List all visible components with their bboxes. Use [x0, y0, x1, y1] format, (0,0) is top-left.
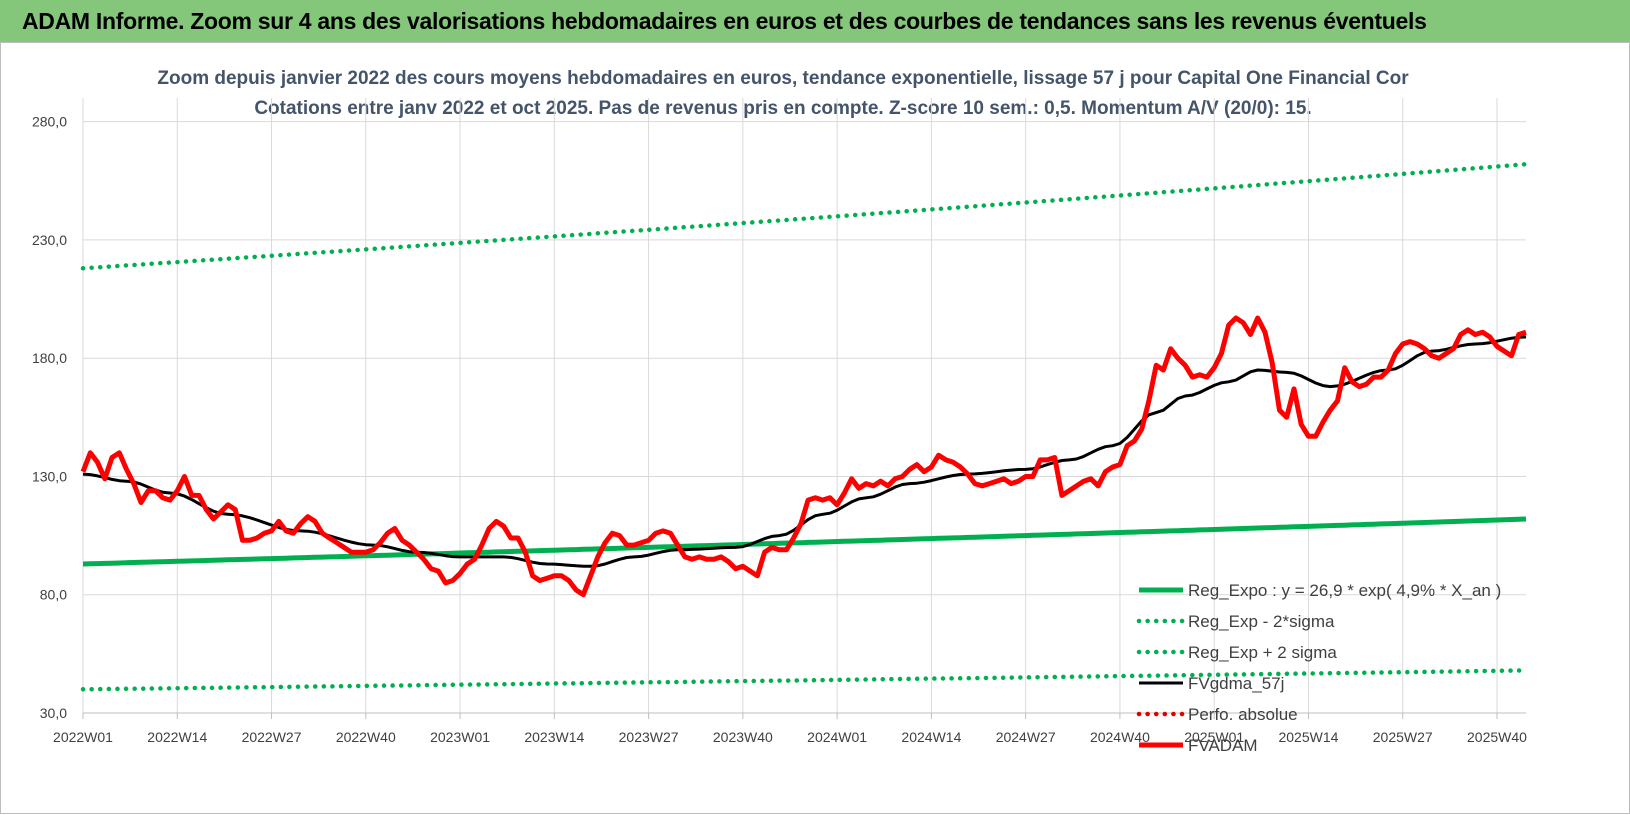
x-tick-label: 2023W14 — [524, 729, 584, 745]
chart-legend: Reg_Expo : y = 26,9 * exp( 4,9% * X_an )… — [1136, 581, 1501, 755]
legend-label: Reg_Exp + 2 sigma — [1188, 643, 1337, 662]
report-title: ADAM Informe. Zoom sur 4 ans des valoris… — [22, 8, 1427, 34]
chart-grid — [82, 98, 1526, 714]
chart-title-line1: Zoom depuis janvier 2022 des cours moyen… — [157, 68, 1409, 89]
chart-frame: Zoom depuis janvier 2022 des cours moyen… — [0, 42, 1630, 814]
series-line-5 — [80, 315, 1527, 598]
y-tick-label: 280,0 — [32, 114, 67, 130]
series-line-3 — [82, 335, 1527, 568]
x-tick-label: 2025W14 — [1278, 729, 1338, 745]
x-tick-label: 2023W01 — [430, 729, 490, 745]
legend-label: Reg_Exp - 2*sigma — [1188, 612, 1335, 631]
series-line-0 — [82, 516, 1527, 567]
x-tick-label: 2025W27 — [1373, 729, 1433, 745]
chart-title-line2: Cotations entre janv 2022 et oct 2025. P… — [254, 98, 1311, 119]
x-tick-label: 2024W27 — [996, 729, 1056, 745]
legend-label: Perfo. absolue — [1188, 705, 1298, 724]
x-tick-label: 2022W40 — [336, 729, 396, 745]
series-line-2 — [80, 161, 1529, 271]
y-tick-label: 30,0 — [40, 705, 67, 721]
y-axis: 30,0 80,0 130,0 180,0 230,0 280,0 — [32, 114, 67, 721]
y-tick-label: 180,0 — [32, 350, 67, 366]
x-tick-label: 2022W27 — [242, 729, 302, 745]
x-axis: 2022W01 2022W14 2022W27 2022W40 2023W01 2023W… — [53, 712, 1527, 745]
legend-label: FVgdma_57j — [1188, 674, 1284, 693]
y-tick-label: 130,0 — [32, 468, 67, 484]
y-tick-label: 230,0 — [32, 232, 67, 248]
legend-label: Reg_Expo : y = 26,9 * exp( 4,9% * X_an ) — [1188, 581, 1501, 600]
chart-series — [80, 161, 1529, 692]
x-tick-label: 2024W01 — [807, 729, 867, 745]
x-tick-label: 2023W27 — [619, 729, 679, 745]
price-trend-chart: Zoom depuis janvier 2022 des cours moyen… — [32, 68, 1529, 755]
y-tick-label: 80,0 — [40, 587, 67, 603]
x-tick-label: 2022W01 — [53, 729, 113, 745]
x-tick-label: 2025W40 — [1467, 729, 1527, 745]
x-tick-label: 2024W14 — [901, 729, 961, 745]
x-tick-label: 2022W14 — [147, 729, 207, 745]
x-tick-label: 2024W40 — [1090, 729, 1150, 745]
x-tick-label: 2023W40 — [713, 729, 773, 745]
series-line-1 — [80, 668, 1529, 692]
x-tick-label: 2025W01 — [1184, 729, 1244, 745]
report-banner: ADAM Informe. Zoom sur 4 ans des valoris… — [0, 0, 1630, 43]
legend-label: FVADAM — [1188, 736, 1258, 755]
